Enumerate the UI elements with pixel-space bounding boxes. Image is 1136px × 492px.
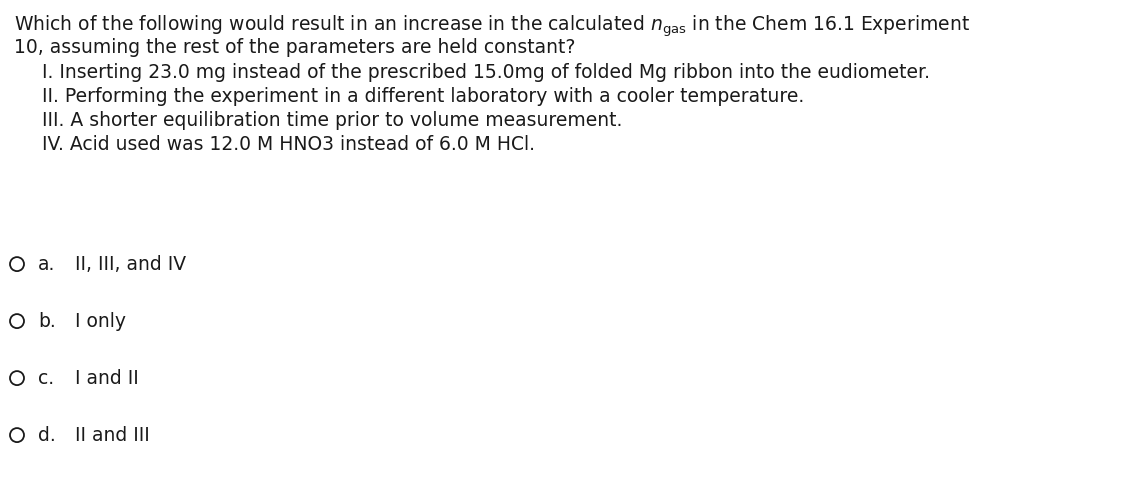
Text: d.: d.: [37, 426, 56, 445]
Text: b.: b.: [37, 312, 56, 331]
Text: II, III, and IV: II, III, and IV: [75, 255, 186, 274]
Text: c.: c.: [37, 369, 55, 388]
Text: III. A shorter equilibration time prior to volume measurement.: III. A shorter equilibration time prior …: [42, 111, 623, 130]
Text: I only: I only: [75, 312, 126, 331]
Text: 10, assuming the rest of the parameters are held constant?: 10, assuming the rest of the parameters …: [14, 38, 575, 57]
Text: Which of the following would result in an increase in the calculated $n_{\mathrm: Which of the following would result in a…: [14, 14, 970, 39]
Text: I. Inserting 23.0 mg instead of the prescribed 15.0mg of folded Mg ribbon into t: I. Inserting 23.0 mg instead of the pres…: [42, 63, 930, 82]
Text: I and II: I and II: [75, 369, 139, 388]
Text: a.: a.: [37, 255, 56, 274]
Text: II and III: II and III: [75, 426, 150, 445]
Text: IV. Acid used was 12.0 M HNO3 instead of 6.0 M HCl.: IV. Acid used was 12.0 M HNO3 instead of…: [42, 135, 535, 154]
Text: II. Performing the experiment in a different laboratory with a cooler temperatur: II. Performing the experiment in a diffe…: [42, 87, 804, 106]
